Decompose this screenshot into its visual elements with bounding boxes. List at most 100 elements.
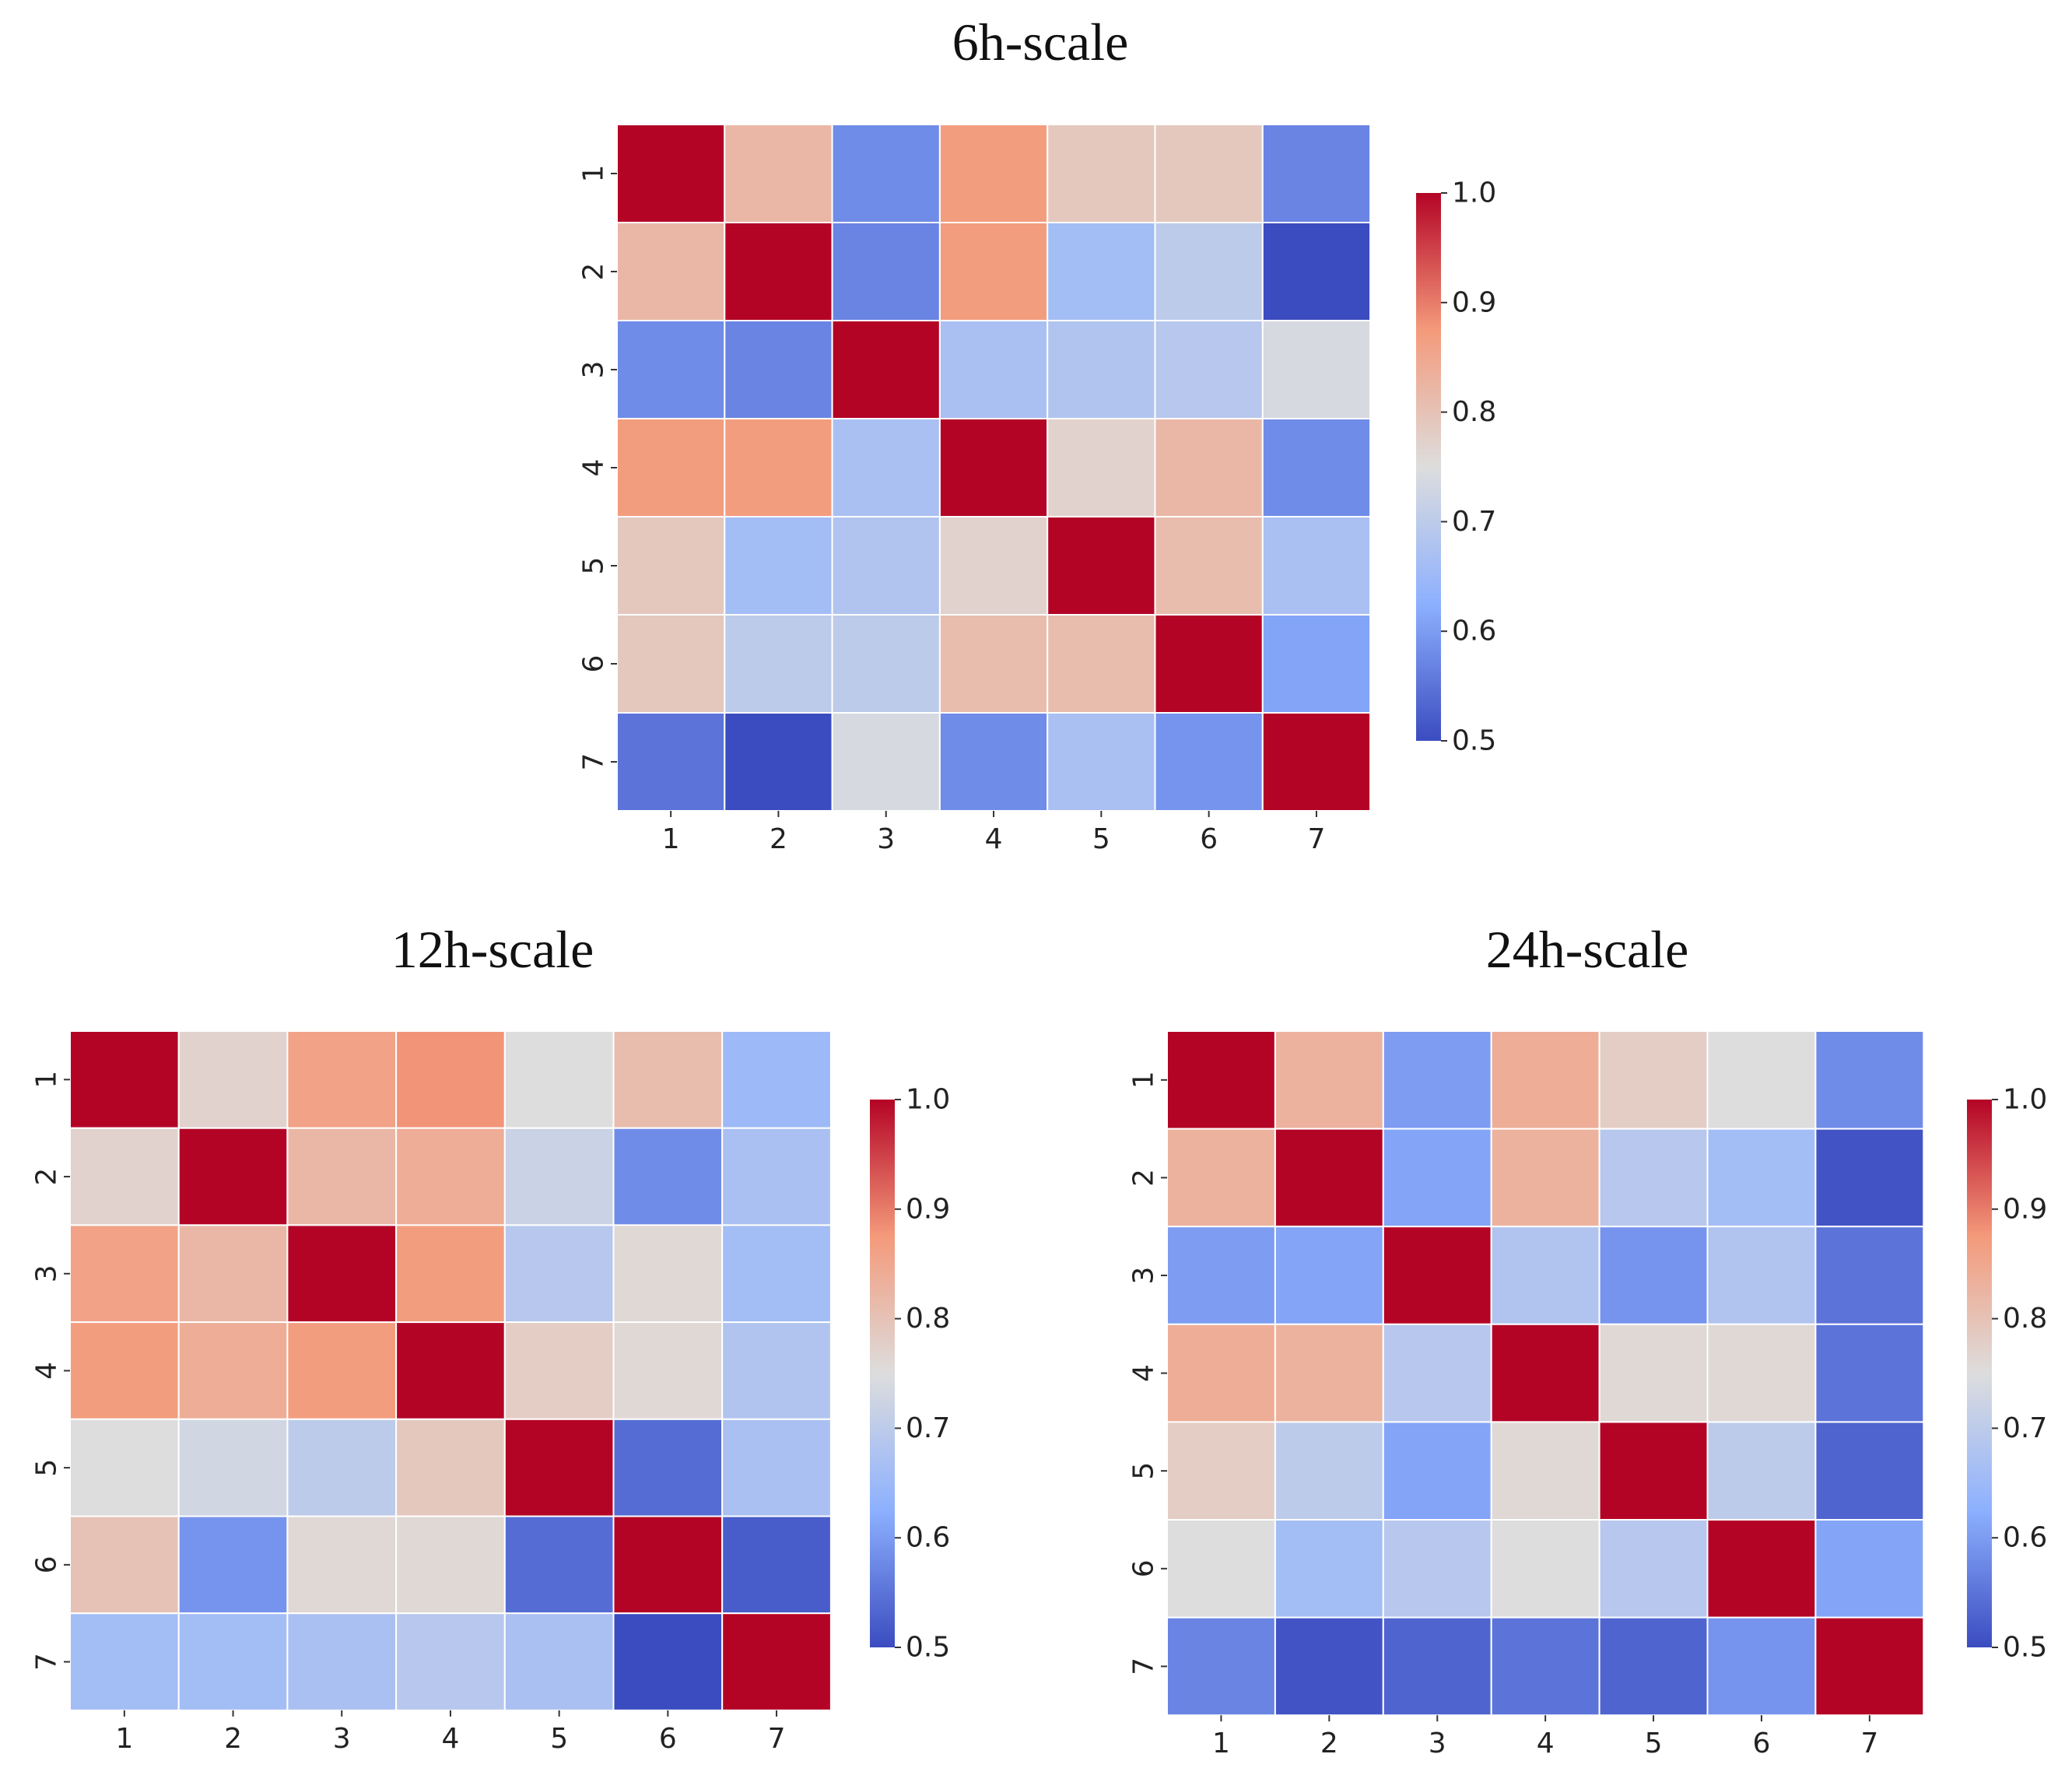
x-tick-labels-24h: 1 2 3 4 5 6 7 <box>1212 1715 1878 1759</box>
heatmap-cell-h24-r4-c5 <box>1598 1323 1709 1423</box>
heatmap-cell-h12-r1-c4 <box>395 1030 506 1129</box>
heatmap-cell-h12-r7-c1 <box>69 1612 180 1711</box>
heatmap-cell-h12-r7-c6 <box>612 1612 724 1711</box>
heatmap-cell-h12-r7-c7 <box>721 1612 832 1711</box>
heatmap-cell-h24-r7-c7 <box>1814 1616 1925 1717</box>
heatmap-cell-h24-r4-c3 <box>1382 1323 1492 1423</box>
heatmap-cell-h24-r6-c1 <box>1166 1519 1276 1619</box>
y-tick-label-h12-1: 1 <box>31 1071 63 1089</box>
colorbar-tick-label-h6-0.8: 0.8 <box>1452 396 1496 428</box>
heatmap-cell-h24-r1-c4 <box>1490 1030 1600 1130</box>
colorbar-tick-label-h6-0.6: 0.6 <box>1452 616 1496 647</box>
heatmap-cell-h12-r7-c3 <box>286 1612 398 1711</box>
colorbar-tick-label-h12-0.6: 0.6 <box>906 1522 950 1554</box>
heatmap-cell-h24-r3-c3 <box>1382 1226 1492 1325</box>
heatmap-cell-h12-r2-c5 <box>503 1127 615 1226</box>
colorbar-gradient-h6 <box>1416 193 1441 741</box>
colorbar-tick-label-h6-0.5: 0.5 <box>1452 725 1496 757</box>
x-tick-label-h12-7: 7 <box>768 1723 786 1755</box>
colorbar-tick-label-h24-0.7: 0.7 <box>2003 1412 2047 1444</box>
colorbar-6h: 1.0 0.9 0.8 0.7 0.6 0.5 <box>1416 177 1496 757</box>
colorbar-24h: 1.0 0.9 0.8 0.7 0.6 0.5 <box>1967 1084 2047 1664</box>
heatmap-cell-h6-r6-c2 <box>724 614 833 714</box>
heatmap-cell-h6-r7-c2 <box>724 712 833 812</box>
colorbar-tick-label-h12-0.8: 0.8 <box>906 1303 950 1335</box>
heatmap-cell-h12-r6-c7 <box>721 1515 832 1615</box>
y-tick-label-h24-3: 3 <box>1128 1267 1160 1285</box>
x-tick-label-h24-3: 3 <box>1429 1728 1446 1759</box>
y-tick-label-h6-5: 5 <box>578 557 610 575</box>
heatmap-cell-h6-r1-c3 <box>831 124 941 223</box>
y-tick-label-h24-6: 6 <box>1128 1559 1160 1577</box>
heatmap-cell-h6-r4-c4 <box>938 418 1049 517</box>
colorbar-tick-label-h12-0.9: 0.9 <box>906 1193 950 1225</box>
heatmap-cell-h24-r2-c5 <box>1598 1128 1709 1228</box>
heatmap-cell-h6-r3-c2 <box>724 320 833 419</box>
heatmap-cell-h6-r4-c5 <box>1047 418 1156 517</box>
heatmap-cell-h24-r7-c4 <box>1490 1616 1600 1717</box>
heatmap-cell-h24-r7-c2 <box>1274 1616 1384 1717</box>
heatmap-cell-h6-r1-c4 <box>938 124 1049 223</box>
colorbar-tick-label-h24-0.9: 0.9 <box>2003 1193 2047 1225</box>
heatmap-cell-h6-r1-c2 <box>724 124 833 223</box>
x-tick-label-h24-4: 4 <box>1537 1728 1555 1759</box>
heatmap-cell-h6-r6-c4 <box>938 614 1049 714</box>
colorbar-tick-label-h12-0.5: 0.5 <box>906 1632 950 1664</box>
heatmap-cell-h24-r5-c4 <box>1490 1421 1600 1521</box>
heatmap-cell-h12-r6-c6 <box>612 1515 724 1615</box>
y-tick-label-h12-2: 2 <box>31 1168 63 1186</box>
heatmap-cell-h24-r7-c5 <box>1598 1616 1709 1717</box>
heatmap-cell-h12-r4-c3 <box>286 1321 398 1420</box>
heatmap-cell-h24-r2-c1 <box>1166 1128 1276 1228</box>
heatmap-cell-h24-r2-c2 <box>1274 1128 1384 1228</box>
heatmap-cell-h6-r6-c3 <box>831 614 941 714</box>
y-tick-label-h24-7: 7 <box>1128 1657 1160 1675</box>
colorbar-tick-label-h24-1.0: 1.0 <box>2003 1084 2047 1116</box>
heatmap-cell-h12-r1-c2 <box>177 1030 289 1129</box>
heatmap-cell-h12-r4-c2 <box>177 1321 289 1420</box>
heatmap-cell-h24-r5-c5 <box>1598 1421 1709 1521</box>
heatmap-cell-h6-r7-c5 <box>1047 712 1156 812</box>
heatmap-cell-h24-r3-c5 <box>1598 1226 1709 1325</box>
heatmap-cell-h24-r6-c5 <box>1598 1519 1709 1619</box>
heatmap-cell-h12-r4-c7 <box>721 1321 832 1420</box>
heatmap-cell-h6-r6-c7 <box>1261 614 1372 714</box>
x-tick-label-h6-2: 2 <box>770 823 787 855</box>
heatmap-cells-12h <box>69 1030 832 1711</box>
colorbar-12h: 1.0 0.9 0.8 0.7 0.6 0.5 <box>870 1084 950 1664</box>
heatmap-cell-h6-r5-c1 <box>616 516 726 616</box>
heatmap-cell-h12-r5-c4 <box>395 1418 506 1517</box>
heatmap-cell-h6-r3-c3 <box>831 320 941 419</box>
heatmap-cell-h24-r2-c6 <box>1706 1128 1817 1228</box>
heatmap-cell-h12-r2-c6 <box>612 1127 724 1226</box>
heatmap-cell-h24-r6-c7 <box>1814 1519 1925 1619</box>
heatmap-cell-h24-r5-c2 <box>1274 1421 1384 1521</box>
heatmap-cell-h24-r4-c4 <box>1490 1323 1600 1423</box>
heatmap-cell-h6-r7-c1 <box>616 712 726 812</box>
heatmap-panel-24h: 24h-scale 1 2 3 4 5 6 7 1 2 3 4 5 6 7 1.0 0.9 0.8 0.7 0.… <box>1128 920 2048 1759</box>
heatmap-cell-h24-r5-c1 <box>1166 1421 1276 1521</box>
y-tick-label-h12-3: 3 <box>31 1265 63 1282</box>
heatmap-cell-h12-r2-c4 <box>395 1127 506 1226</box>
heatmap-cell-h12-r4-c1 <box>69 1321 180 1420</box>
heatmap-cell-h12-r5-c3 <box>286 1418 398 1517</box>
heatmap-cell-h12-r2-c3 <box>286 1127 398 1226</box>
y-tick-label-h6-1: 1 <box>578 165 610 183</box>
y-tick-label-h12-6: 6 <box>31 1556 63 1573</box>
colorbar-tick-label-h24-0.6: 0.6 <box>2003 1522 2047 1554</box>
heatmap-cell-h6-r5-c7 <box>1261 516 1372 616</box>
heatmap-cell-h6-r6-c6 <box>1154 614 1264 714</box>
heatmap-cells-6h <box>616 124 1372 812</box>
heatmap-cell-h24-r3-c2 <box>1274 1226 1384 1325</box>
y-tick-label-h6-7: 7 <box>578 753 610 771</box>
heatmap-cell-h6-r5-c6 <box>1154 516 1264 616</box>
heatmap-cell-h6-r2-c7 <box>1261 222 1372 321</box>
x-tick-label-h6-5: 5 <box>1092 823 1110 855</box>
colorbar-tick-label-h6-0.7: 0.7 <box>1452 506 1496 538</box>
heatmap-cell-h12-r1-c6 <box>612 1030 724 1129</box>
heatmap-cell-h6-r2-c2 <box>724 222 833 321</box>
y-tick-label-h24-2: 2 <box>1128 1169 1160 1187</box>
chart-title-6h: 6h-scale <box>952 12 1129 72</box>
x-tick-label-h12-1: 1 <box>115 1723 133 1755</box>
heatmap-cell-h6-r1-c6 <box>1154 124 1264 223</box>
